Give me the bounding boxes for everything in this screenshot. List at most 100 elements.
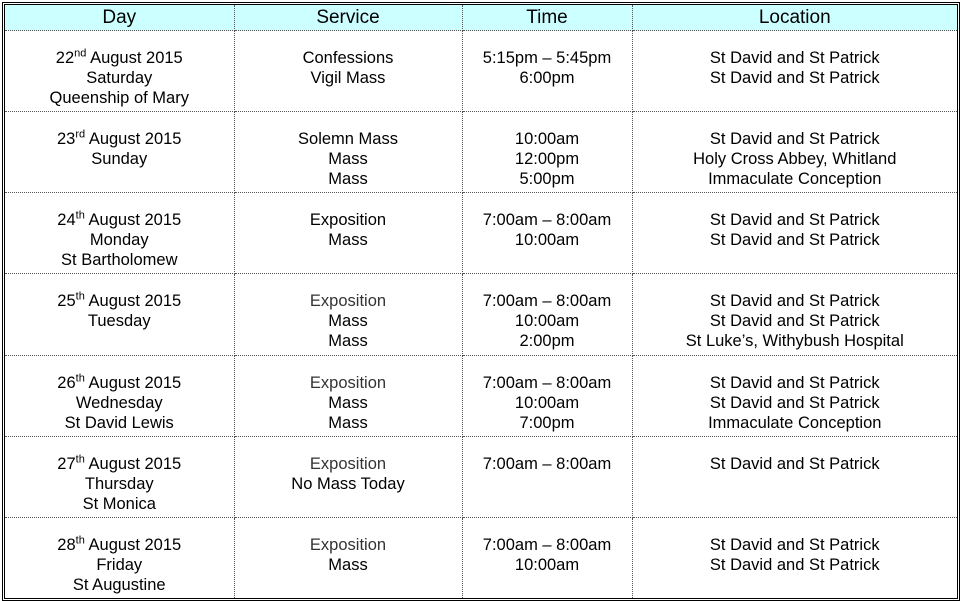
service-entry: Exposition (309, 373, 387, 392)
day-cell: 25th August 2015 Tuesday (5, 273, 235, 356)
day-cell: 23rd August 2015 Sunday (5, 111, 235, 194)
weekday: Friday (96, 555, 143, 574)
location-entry: St David and St Patrick (709, 312, 880, 331)
weekday: Sunday (91, 150, 148, 169)
date-number: 23 (57, 130, 76, 149)
service-cell: Exposition Mass (233, 192, 463, 275)
weekday: Wednesday (75, 393, 163, 412)
date-number: 27 (57, 454, 76, 473)
date-month: August 2015 (88, 535, 182, 554)
location-entry: St David and St Patrick (709, 130, 880, 149)
service-entry: Mass (328, 231, 368, 250)
time-entry: 12:00pm (514, 150, 580, 169)
date-line: 24th August 2015 (7, 210, 232, 230)
time-cell: 7:00am – 8:00am 10:00am 2:00pm (461, 273, 633, 356)
time-entry: 6:00pm (519, 69, 575, 87)
date-number: 24 (57, 211, 76, 230)
day-cell: 24th August 2015 Monday St Bartholomew (5, 192, 235, 275)
day-cell: 27th August 2015 Thursday St Monica (5, 435, 235, 518)
time-cell: 7:00am – 8:00am 10:00am (461, 192, 633, 275)
location-cell: St David and St Patrick St David and St P… (631, 273, 957, 356)
weekday: Thursday (84, 474, 154, 493)
date-month: August 2015 (88, 130, 182, 149)
time-entry: 7:00am – 8:00am (482, 292, 612, 311)
location-entry: Holy Cross Abbey, Whitland (693, 150, 897, 169)
date-suffix: th (75, 453, 85, 466)
date-month: August 2015 (88, 211, 182, 230)
header-time: Time (461, 5, 633, 31)
date-suffix: th (75, 534, 85, 547)
table-row: 23rd August 2015 Sunday Solemn Mass Mass Mas… (5, 111, 957, 194)
service-entry: Confessions (302, 49, 394, 67)
location-entry: St David and St Patrick (709, 393, 880, 412)
time-entry: 7:00am – 8:00am (482, 454, 612, 473)
location-cell: St David and St Patrick St David and St P… (631, 516, 957, 598)
time-entry: 5:15pm – 5:45pm (482, 49, 612, 67)
location-entry: St David and St Patrick (709, 292, 880, 311)
feast-day: St Monica (82, 494, 156, 513)
date-suffix: rd (75, 128, 86, 141)
location-entry: St Luke’s, Withybush Hospital (685, 332, 904, 351)
table-row: 26th August 2015 Wednesday St David Lewis E… (5, 354, 957, 437)
day-cell: 28th August 2015 Friday St Augustine (5, 516, 235, 598)
time-entry: 10:00am (514, 312, 580, 331)
time-entry: 10:00am (514, 555, 580, 574)
table-row: 25th August 2015 Tuesday Exposition Mass Mas… (5, 273, 957, 356)
time-entry: 10:00am (514, 130, 580, 149)
service-entry: Exposition (309, 454, 387, 473)
location-cell: St David and St Patrick St David and St P… (631, 354, 957, 437)
feast-day: St David Lewis (64, 413, 174, 432)
service-entry: Mass (328, 413, 368, 432)
header-row: Day Service Time Location (5, 5, 957, 31)
location-entry: St David and St Patrick (709, 535, 880, 554)
time-entry: 7:00am – 8:00am (482, 211, 612, 230)
location-entry: St David and St Patrick (709, 69, 880, 87)
date-line: 28th August 2015 (7, 535, 232, 555)
date-suffix: th (75, 290, 85, 303)
service-cell: Exposition No Mass Today (233, 435, 463, 518)
time-entry: 2:00pm (519, 332, 575, 351)
location-cell: St David and St Patrick St David and St P… (631, 29, 957, 113)
time-cell: 7:00am – 8:00am (461, 435, 633, 518)
service-entry: Mass (328, 332, 368, 351)
time-entry: 7:00pm (519, 413, 575, 432)
date-number: 28 (57, 535, 76, 554)
date-month: August 2015 (88, 292, 182, 311)
location-cell: St David and St Patrick (631, 435, 957, 518)
date-line: 27th August 2015 (7, 454, 232, 474)
date-month: August 2015 (88, 373, 182, 392)
table-row: 28th August 2015 Friday St Augustine Exposi… (5, 516, 957, 598)
service-entry: Exposition (309, 211, 387, 230)
service-cell: Exposition Mass Mass (233, 273, 463, 356)
service-entry: Exposition (309, 535, 387, 554)
service-entry: Exposition (309, 292, 387, 311)
service-entry: Mass (328, 393, 368, 412)
service-cell: Confessions Vigil Mass (233, 29, 463, 113)
time-entry: 10:00am (514, 231, 580, 250)
day-cell: 22nd August 2015 Saturday Queenship of Mar… (5, 29, 235, 113)
service-cell: Exposition Mass (233, 516, 463, 598)
feast-day: St Bartholomew (61, 251, 178, 270)
weekday: Saturday (86, 69, 153, 87)
time-entry: 10:00am (514, 393, 580, 412)
date-line: 22nd August 2015 (7, 48, 232, 68)
table-row: 22nd August 2015 Saturday Queenship of Mar… (5, 29, 957, 113)
location-cell: St David and St Patrick Holy Cross Abbey,… (631, 111, 957, 194)
time-cell: 7:00am – 8:00am 10:00am (461, 516, 633, 598)
day-cell: 26th August 2015 Wednesday St David Lewis (5, 354, 235, 437)
service-entry: Vigil Mass (310, 69, 386, 87)
time-entry: 7:00am – 8:00am (482, 535, 612, 554)
date-suffix: th (75, 372, 85, 385)
location-entry: St David and St Patrick (709, 555, 880, 574)
service-entry: Mass (328, 170, 368, 189)
date-month: August 2015 (90, 49, 183, 67)
date-line: 25th August 2015 (7, 291, 232, 311)
time-cell: 7:00am – 8:00am 10:00am 7:00pm (461, 354, 633, 437)
service-cell: Solemn Mass Mass Mass (233, 111, 463, 194)
feast-day: Queenship of Mary (49, 89, 189, 107)
weekday: Tuesday (87, 312, 151, 331)
location-cell: St David and St Patrick St David and St P… (631, 192, 957, 275)
location-entry: St David and St Patrick (709, 454, 880, 473)
date-number: 25 (57, 292, 76, 311)
